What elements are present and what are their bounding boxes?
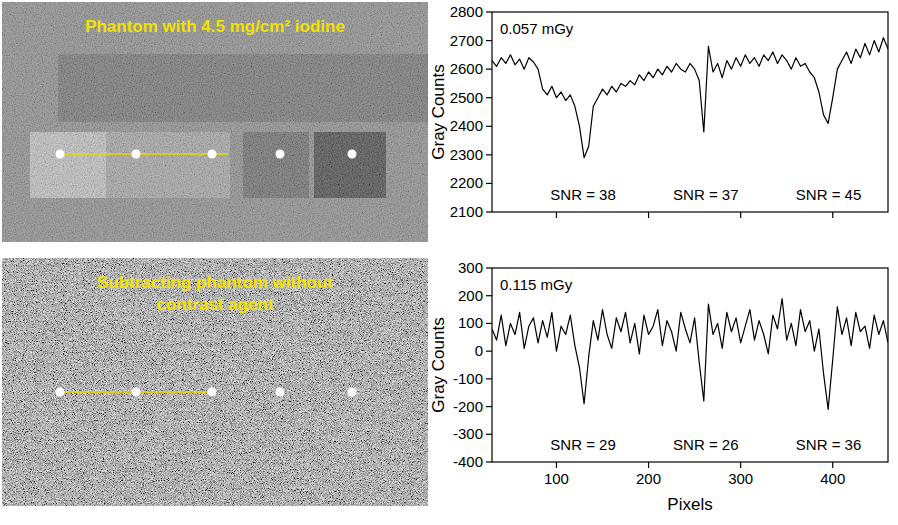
y-tick <box>486 461 492 462</box>
profile-line <box>62 153 228 155</box>
chart: -400 -300 -200 -100 0 100 200 300 100 200 300 400 0.… <box>429 259 888 514</box>
iodine-dot <box>348 150 357 159</box>
iodine-dot <box>56 150 65 159</box>
iodine-dot <box>132 150 141 159</box>
image-background <box>2 258 428 506</box>
y-tick <box>486 40 492 41</box>
figure: Phantom with 4.5 mg/cm² iodine Subtractin… <box>0 0 898 525</box>
x-tick-label: 100 <box>544 470 569 487</box>
data-line <box>492 38 888 158</box>
image-title: Phantom with 4.5 mg/cm² iodine <box>85 17 345 36</box>
y-tick <box>486 211 492 212</box>
plot-frame <box>492 268 888 462</box>
y-tick <box>486 69 492 70</box>
snr-label: SNR = 29 <box>550 436 615 453</box>
y-tick-label: 200 <box>458 287 483 304</box>
dose-label: 0.057 mGy <box>500 20 574 37</box>
y-axis-title: Gray Counts <box>429 64 448 159</box>
y-tick <box>486 378 492 379</box>
y-tick-label: 300 <box>458 259 483 276</box>
title-line: contrast agent <box>156 295 273 314</box>
x-tick <box>832 212 833 218</box>
y-tick <box>486 183 492 184</box>
x-tick-label: 400 <box>820 470 845 487</box>
y-tick-label: -100 <box>453 370 483 387</box>
title-line: Subtracting phantom without <box>97 273 333 292</box>
title-line: Phantom with 4.5 mg/cm² iodine <box>85 17 345 36</box>
plot-area <box>492 12 888 212</box>
x-tick <box>648 462 649 468</box>
y-tick-label: 0 <box>475 342 483 359</box>
y-tick <box>486 434 492 435</box>
snr-label: SNR = 45 <box>796 186 861 203</box>
y-tick-label: 2100 <box>450 203 483 220</box>
y-tick-label: -300 <box>453 425 483 442</box>
y-tick-label: 2300 <box>450 146 483 163</box>
iodine-dot <box>208 150 217 159</box>
data-group <box>492 298 888 409</box>
iodine-dot <box>56 388 65 397</box>
y-tick <box>486 351 492 352</box>
y-tick-label: 2200 <box>450 174 483 191</box>
image-noise <box>2 258 428 506</box>
y-tick-label: -400 <box>453 453 483 470</box>
snr-label: SNR = 37 <box>673 186 738 203</box>
image-title: Subtracting phantom without contrast agen… <box>97 273 333 314</box>
x-tick-label: 200 <box>636 470 661 487</box>
dose-label: 0.115 mGy <box>500 276 573 293</box>
y-tick <box>486 295 492 296</box>
iodine-dot <box>348 388 357 397</box>
snr-label: SNR = 26 <box>673 436 738 453</box>
y-tick <box>486 126 492 127</box>
iodine-dot <box>276 388 285 397</box>
x-tick <box>832 462 833 468</box>
chart: 2100 2200 2300 2400 2500 2600 2700 2800 0.057 mG… <box>429 3 888 220</box>
y-tick <box>486 154 492 155</box>
y-tick <box>486 97 492 98</box>
phantom-image: Subtracting phantom without contrast agen… <box>2 258 428 506</box>
x-tick <box>740 212 741 218</box>
y-tick <box>486 406 492 407</box>
y-axis-title: Gray Counts <box>429 317 448 412</box>
iodine-dot <box>132 388 141 397</box>
iodine-dot <box>208 388 217 397</box>
image-background <box>2 2 428 242</box>
x-axis-title: Pixels <box>667 495 712 514</box>
y-tick <box>486 323 492 324</box>
x-tick-label: 300 <box>728 470 753 487</box>
phantom-image: Phantom with 4.5 mg/cm² iodine <box>2 2 428 242</box>
y-tick-label: 2500 <box>450 89 483 106</box>
iodine-dot <box>276 150 285 159</box>
image-noise <box>2 2 428 242</box>
plot-area <box>492 268 888 462</box>
data-line <box>492 298 888 409</box>
y-tick <box>486 267 492 268</box>
x-tick <box>740 462 741 468</box>
y-tick-label: 2600 <box>450 60 483 77</box>
x-tick <box>648 212 649 218</box>
y-tick-label: 100 <box>458 314 483 331</box>
x-tick <box>556 212 557 218</box>
x-tick <box>556 462 557 468</box>
y-tick-label: -200 <box>453 398 483 415</box>
y-tick-label: 2400 <box>450 117 483 134</box>
y-tick <box>486 11 492 12</box>
snr-label: SNR = 36 <box>796 436 861 453</box>
plot-frame <box>492 12 888 212</box>
snr-label: SNR = 38 <box>550 186 615 203</box>
data-group <box>492 38 888 158</box>
y-tick-label: 2700 <box>450 32 483 49</box>
y-tick-label: 2800 <box>450 3 483 20</box>
